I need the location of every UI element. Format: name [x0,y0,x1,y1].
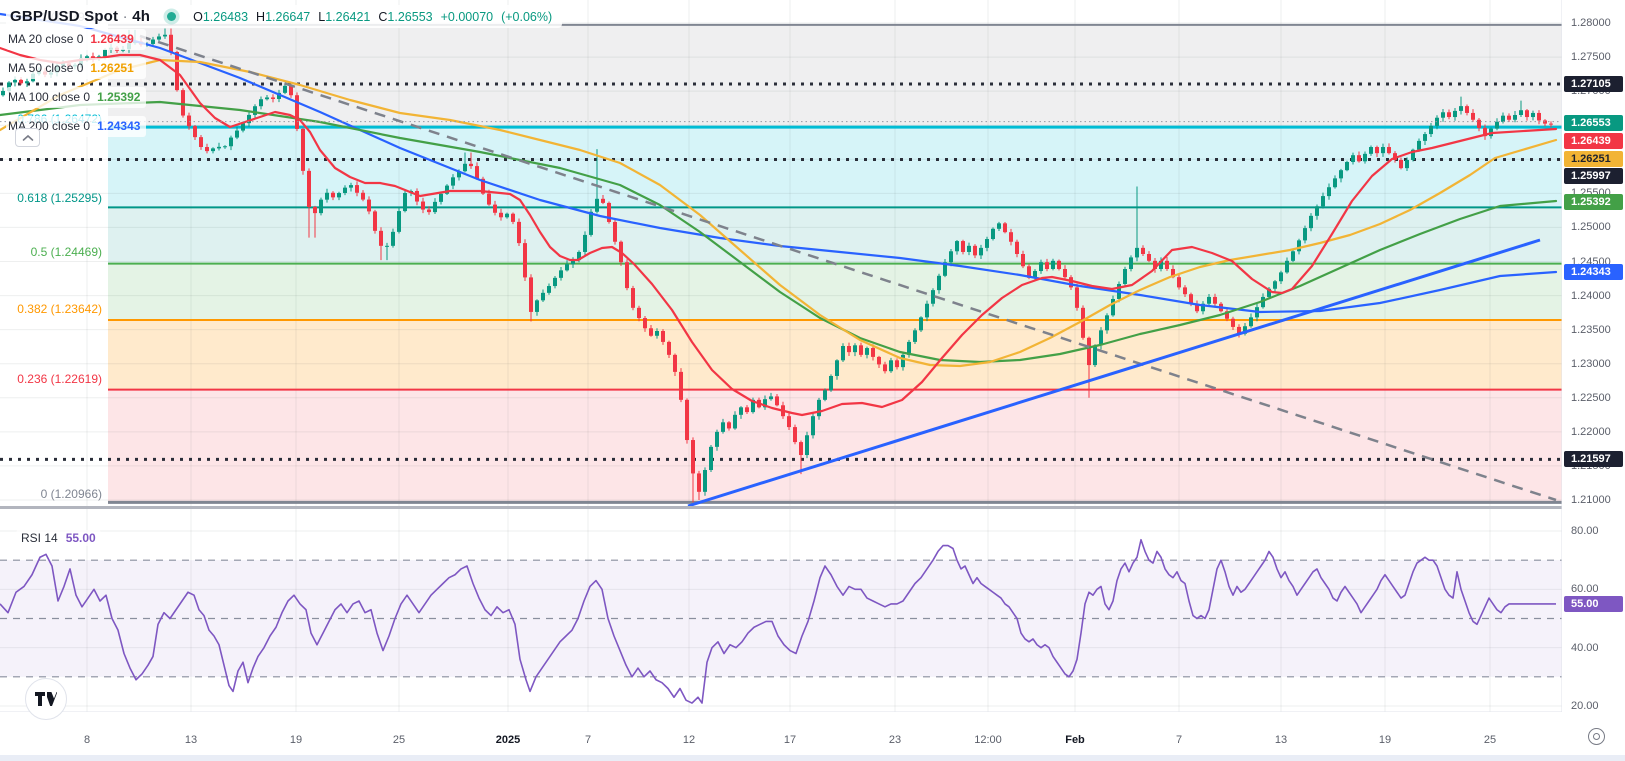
ma-legend: MA 20 close 0 1.26439 MA 50 close 0 1.26251… [6,29,147,145]
ma-line-ma200 [0,12,1558,314]
time-axis-label: 12:00 [974,734,1002,746]
ma-legend-label: MA 20 close 0 [8,32,84,46]
time-axis-label: 13 [1274,734,1288,746]
time-axis-label: 25 [1483,734,1497,746]
collapse-legend-button[interactable] [15,128,40,147]
ma-lines [0,12,1558,417]
ma-legend-row-3[interactable]: MA 100 close 0 1.25392 [6,87,147,108]
rsi-axis-label: 40.00 [1571,641,1599,654]
high-value: 1.26647 [265,9,311,24]
fib-band-0.382 [108,319,1562,390]
time-axis-label: 25 [392,734,406,746]
timezone-clock-button[interactable] [1588,728,1605,745]
price-badge-1.26439: 1.26439 [1564,133,1623,149]
ma-line-ma50 [0,58,1558,368]
ma-legend-value: 1.26439 [90,32,134,46]
symbol-name: GBP/USD Spot [10,8,119,25]
time-axis-label: 23 [888,734,902,746]
price-badge-1.24343: 1.24343 [1564,264,1623,281]
trendlines [139,34,1557,506]
bottom-strip [0,755,1625,761]
price-badge-1.21597: 1.21597 [1564,451,1623,468]
time-axis-label: 19 [1378,734,1392,746]
time-axis-label: Feb [1065,734,1085,746]
rsi-value: 55.00 [65,531,96,545]
time-axis-label: 8 [83,734,91,746]
fib-label-0: 0 (1.20966) [40,487,102,501]
price-axis-label: 1.27500 [1571,51,1611,64]
timeframe-label: 4h [132,8,151,25]
rsi-legend[interactable]: RSI 14 55.00 [16,530,101,546]
tradingview-logo-icon [35,692,57,706]
fib-band-0.786 [108,127,1562,208]
ma-legend-value: 1.26251 [90,61,134,75]
price-axis[interactable]: 1.280001.275001.270001.265001.260001.255… [1562,0,1625,712]
open-value: 1.26483 [202,9,249,24]
time-axis[interactable]: 8 13 19 25 2025 7 12 17 23 12:00 Feb 7 13 19 25 [0,712,1625,761]
price-axis-label: 1.28000 [1571,17,1611,29]
time-axis-label: 7 [584,734,592,746]
ma-legend-value: 1.25392 [97,90,141,104]
ma-line-ma100 [0,100,1558,364]
low-value: 1.26421 [325,9,371,24]
time-axis-label: 7 [1175,734,1183,746]
fib-label-0.236: 0.236 (1.22619) [17,372,102,386]
ma-legend-label: MA 100 close 0 [8,90,91,104]
close-value: 1.26553 [387,9,433,24]
chevron-up-icon [22,134,33,141]
time-axis-label: 12 [682,734,696,746]
fib-bands [108,24,1562,503]
rsi-axis-label: 60.00 [1571,583,1599,596]
price-badge-1.27105: 1.27105 [1564,75,1623,92]
ma-legend-label: MA 50 close 0 [8,61,84,75]
market-status-icon[interactable] [167,12,177,21]
price-axis-label: 1.23500 [1571,323,1611,336]
symbol-separator: · [122,8,128,25]
rsi-badge: 55.00 [1564,595,1623,612]
fib-label-0.5: 0.5 (1.24469) [30,245,102,259]
price-axis-label: 1.24000 [1571,289,1611,302]
tradingview-logo[interactable] [25,678,67,720]
fib-band-0.5 [108,263,1562,320]
change-pct-value: (+0.06%) [501,9,553,24]
change-value: +0.00070 [440,9,494,24]
trendline-descending-dashed [139,34,1557,502]
chart-header: GBP/USD Spot · 4h O1.26483 H1.26647 L1.2… [6,5,563,28]
ma-legend-row-1[interactable]: MA 20 close 0 1.26439 [6,29,147,50]
time-axis-label: 2025 [495,734,521,746]
rsi-axis-label: 20.00 [1571,700,1599,712]
time-axis-label: 19 [289,734,303,746]
ma-line-ma20 [0,46,1558,417]
ma-legend-value: 1.24343 [97,119,141,133]
ohlc-values: O1.26483 H1.26647 L1.26421 C1.26553 +0.0… [193,9,553,24]
price-axis-label: 1.22500 [1571,391,1611,404]
symbol-title[interactable]: GBP/USD Spot · 4h [10,8,150,25]
rsi-label: RSI 14 [21,531,58,545]
price-badge-1.25997: 1.25997 [1564,168,1623,184]
rsi-pane [0,538,1562,704]
ma-legend-row-2[interactable]: MA 50 close 0 1.26251 [6,58,147,79]
price-axis-label: 1.23000 [1571,357,1611,370]
price-axis-label: 1.22000 [1571,425,1611,438]
price-axis-label: 1.25000 [1571,221,1611,234]
fib-label-0.618: 0.618 (1.25295) [17,191,102,205]
rsi-axis-label: 80.00 [1571,525,1599,537]
fib-band-0.236 [108,389,1562,503]
gridlines [0,0,1562,712]
time-axis-label: 13 [184,734,198,746]
price-badge-1.25392: 1.25392 [1564,194,1623,210]
price-badge-1.26553: 1.26553 [1564,115,1623,131]
price-axis-label: 1.21000 [1571,494,1611,506]
fib-label-0.382: 0.382 (1.23642) [17,302,102,316]
rsi-line [0,538,1556,704]
price-badge-1.26251: 1.26251 [1564,151,1623,167]
time-axis-label: 17 [783,734,797,746]
trendline-ascending-support [687,238,1541,506]
fib-band-1 [108,24,1562,128]
